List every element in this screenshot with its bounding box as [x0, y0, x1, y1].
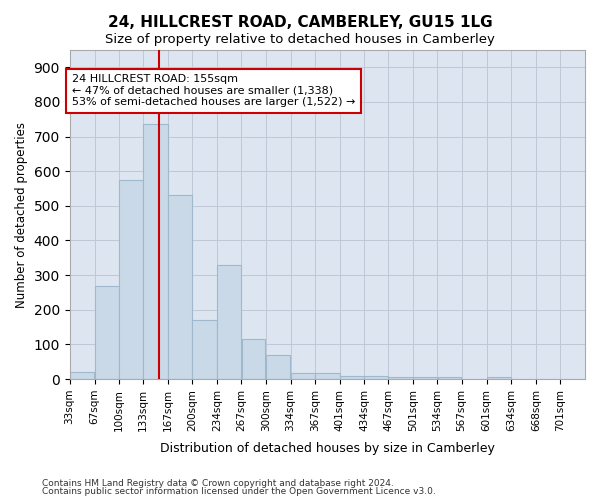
Y-axis label: Number of detached properties: Number of detached properties	[15, 122, 28, 308]
Text: Size of property relative to detached houses in Camberley: Size of property relative to detached ho…	[105, 32, 495, 46]
Bar	[266, 356, 290, 379]
Bar	[217, 264, 241, 379]
Bar	[315, 373, 340, 379]
Bar	[291, 373, 314, 379]
Text: 24 HILLCREST ROAD: 155sqm
← 47% of detached houses are smaller (1,338)
53% of se: 24 HILLCREST ROAD: 155sqm ← 47% of detac…	[72, 74, 355, 108]
Bar	[143, 124, 168, 379]
Bar	[193, 320, 217, 379]
Bar	[487, 378, 511, 379]
Bar	[242, 339, 265, 379]
Text: Contains public sector information licensed under the Open Government Licence v3: Contains public sector information licen…	[42, 487, 436, 496]
Bar	[413, 376, 437, 379]
Bar	[168, 196, 192, 379]
Bar	[70, 372, 94, 379]
Text: Contains HM Land Registry data © Crown copyright and database right 2024.: Contains HM Land Registry data © Crown c…	[42, 478, 394, 488]
Bar	[340, 376, 364, 379]
Text: 24, HILLCREST ROAD, CAMBERLEY, GU15 1LG: 24, HILLCREST ROAD, CAMBERLEY, GU15 1LG	[107, 15, 493, 30]
Bar	[437, 378, 461, 379]
Bar	[364, 376, 388, 379]
Bar	[95, 286, 119, 379]
Bar	[119, 180, 143, 379]
X-axis label: Distribution of detached houses by size in Camberley: Distribution of detached houses by size …	[160, 442, 495, 455]
Bar	[388, 376, 413, 379]
